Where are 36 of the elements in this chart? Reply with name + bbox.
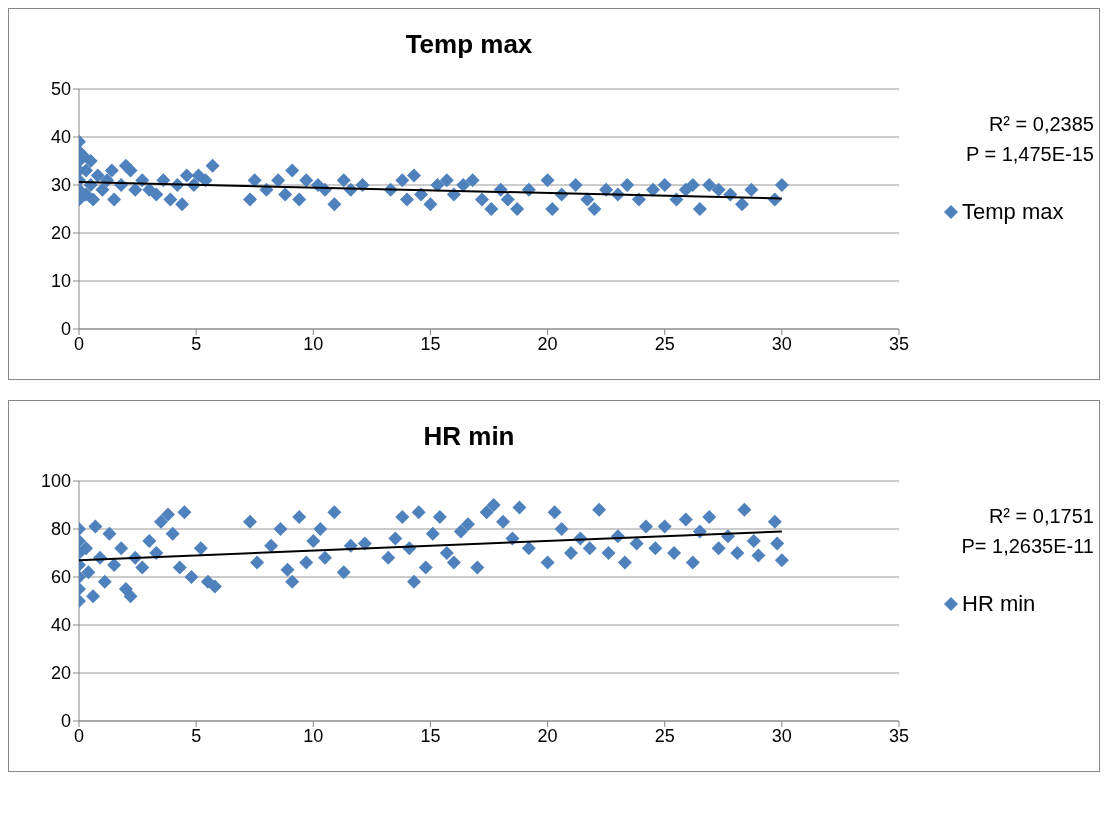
chart-title: HR min bbox=[422, 421, 516, 452]
text: P= 1,2635E-11 bbox=[960, 534, 1094, 559]
x-tick-label: 35 bbox=[888, 725, 910, 746]
y-tick-label: 80 bbox=[50, 519, 71, 540]
y-tick-label: 100 bbox=[40, 471, 71, 492]
y-tick-label: 10 bbox=[50, 271, 71, 292]
x-tick-label: 0 bbox=[73, 725, 85, 746]
y-tick-label: 0 bbox=[60, 711, 71, 732]
y-tick-label: 60 bbox=[50, 567, 71, 588]
text: R² = 0,1751 bbox=[987, 504, 1094, 529]
x-tick-label: 25 bbox=[654, 333, 675, 354]
x-tick-label: 15 bbox=[420, 725, 441, 746]
chart-title: Temp max bbox=[404, 29, 534, 60]
x-tick-label: 25 bbox=[654, 725, 675, 746]
text: R² = 0,2385 bbox=[987, 112, 1094, 137]
x-tick-label: 10 bbox=[303, 725, 324, 746]
y-tick-label: 40 bbox=[50, 127, 71, 148]
y-tick-label: 30 bbox=[50, 175, 71, 196]
x-tick-label: 15 bbox=[420, 333, 441, 354]
y-tick-label: 40 bbox=[50, 615, 71, 636]
y-tick-label: 50 bbox=[50, 79, 71, 100]
x-tick-label: 0 bbox=[73, 333, 85, 354]
x-tick-label: 5 bbox=[191, 725, 202, 746]
y-tick-label: 0 bbox=[60, 319, 71, 340]
legend-label: HR min bbox=[962, 591, 1036, 617]
x-tick-label: 20 bbox=[537, 725, 558, 746]
legend-label: Temp max bbox=[962, 199, 1064, 225]
x-tick-label: 20 bbox=[537, 333, 558, 354]
x-tick-label: 30 bbox=[771, 333, 792, 354]
x-tick-label: 10 bbox=[303, 333, 324, 354]
y-tick-label: 20 bbox=[50, 663, 71, 684]
x-tick-label: 35 bbox=[888, 333, 910, 354]
text: P = 1,475E-15 bbox=[964, 142, 1094, 167]
x-tick-label: 5 bbox=[191, 333, 202, 354]
x-tick-label: 30 bbox=[771, 725, 792, 746]
y-tick-label: 20 bbox=[50, 223, 71, 244]
